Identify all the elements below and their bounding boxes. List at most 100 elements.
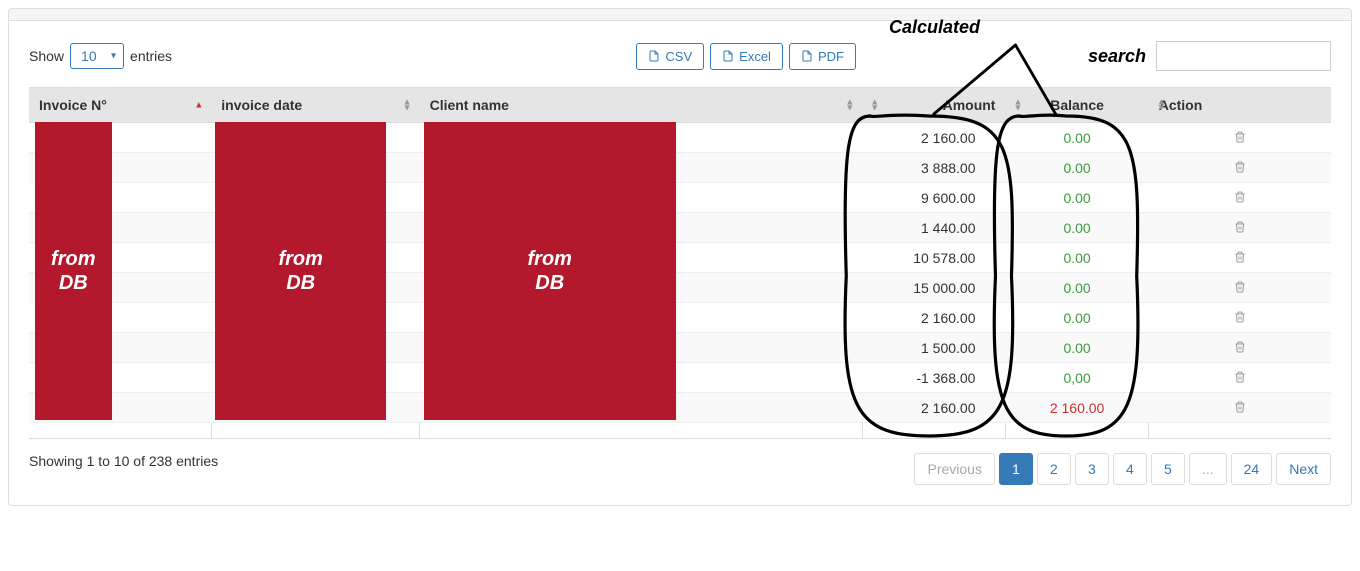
controls-row: Show 10 entries CSV Excel xyxy=(29,41,1331,71)
page-previous[interactable]: Previous xyxy=(914,453,994,485)
pagination: Previous12345...24Next xyxy=(914,453,1331,485)
delete-button[interactable] xyxy=(1234,311,1246,323)
cell-balance: 2 160.00 xyxy=(1005,393,1148,423)
entries-label: entries xyxy=(130,48,172,64)
table-row: -1 368.000,00 xyxy=(29,363,1331,393)
page-next[interactable]: Next xyxy=(1276,453,1331,485)
cell-invoice-no xyxy=(29,243,211,273)
cell-amount: 2 160.00 xyxy=(862,393,1005,423)
export-excel-button[interactable]: Excel xyxy=(710,43,783,70)
table-row: 1 440.000.00 xyxy=(29,213,1331,243)
file-icon xyxy=(648,50,660,62)
table-body: 2 160.000.003 888.000.009 600.000.001 44… xyxy=(29,123,1331,423)
search-block: search xyxy=(1088,41,1331,71)
cell-invoice-date xyxy=(211,303,419,333)
cell-invoice-date xyxy=(211,333,419,363)
cell-action xyxy=(1149,153,1331,183)
col-client-name[interactable]: Client name ▲▼ xyxy=(420,88,863,123)
cell-action xyxy=(1149,183,1331,213)
cell-invoice-no xyxy=(29,303,211,333)
cell-action xyxy=(1149,333,1331,363)
page-5[interactable]: 5 xyxy=(1151,453,1185,485)
table-row: 2 160.000.00 xyxy=(29,123,1331,153)
delete-button[interactable] xyxy=(1234,221,1246,233)
delete-button[interactable] xyxy=(1234,161,1246,173)
cell-invoice-date xyxy=(211,153,419,183)
table-row: 9 600.000.00 xyxy=(29,183,1331,213)
search-input[interactable] xyxy=(1156,41,1331,71)
cell-invoice-date xyxy=(211,213,419,243)
cell-amount: 1 500.00 xyxy=(862,333,1005,363)
delete-button[interactable] xyxy=(1234,281,1246,293)
cell-action xyxy=(1149,273,1331,303)
header-row: Invoice N° ▲ invoice date ▲▼ Client name… xyxy=(29,88,1331,123)
cell-amount: 15 000.00 xyxy=(862,273,1005,303)
col-invoice-no[interactable]: Invoice N° ▲ xyxy=(29,88,211,123)
delete-button[interactable] xyxy=(1234,371,1246,383)
cell-balance: 0.00 xyxy=(1005,183,1148,213)
sort-icon: ▲▼ xyxy=(1157,100,1166,111)
sort-icon: ▲▼ xyxy=(870,100,879,111)
col-balance[interactable]: Balance ▲▼ xyxy=(1005,88,1148,123)
cell-amount: 10 578.00 xyxy=(862,243,1005,273)
sort-icon: ▲▼ xyxy=(403,100,412,111)
cell-invoice-no xyxy=(29,153,211,183)
delete-button[interactable] xyxy=(1234,131,1246,143)
cell-balance: 0.00 xyxy=(1005,213,1148,243)
file-icon xyxy=(801,50,813,62)
cell-invoice-no xyxy=(29,183,211,213)
delete-button[interactable] xyxy=(1234,401,1246,413)
show-label: Show xyxy=(29,48,64,64)
delete-button[interactable] xyxy=(1234,191,1246,203)
cell-client-name xyxy=(420,153,863,183)
cell-action xyxy=(1149,123,1331,153)
table-wrap: Invoice N° ▲ invoice date ▲▼ Client name… xyxy=(29,87,1331,439)
cell-invoice-no xyxy=(29,363,211,393)
panel-top-strip xyxy=(9,9,1351,21)
cell-client-name xyxy=(420,183,863,213)
delete-button[interactable] xyxy=(1234,341,1246,353)
cell-action xyxy=(1149,213,1331,243)
cell-invoice-no xyxy=(29,123,211,153)
page-ellipsis: ... xyxy=(1189,453,1227,485)
length-select[interactable]: 10 xyxy=(70,43,124,69)
page-4[interactable]: 4 xyxy=(1113,453,1147,485)
cell-amount: 2 160.00 xyxy=(862,123,1005,153)
export-pdf-button[interactable]: PDF xyxy=(789,43,856,70)
cell-balance: 0,00 xyxy=(1005,363,1148,393)
table-row: 15 000.000.00 xyxy=(29,273,1331,303)
page-24[interactable]: 24 xyxy=(1231,453,1273,485)
page-2[interactable]: 2 xyxy=(1037,453,1071,485)
cell-amount: 2 160.00 xyxy=(862,303,1005,333)
page-1[interactable]: 1 xyxy=(999,453,1033,485)
cell-invoice-date xyxy=(211,273,419,303)
col-amount[interactable]: Amount ▲▼ xyxy=(862,88,1005,123)
cell-invoice-no xyxy=(29,333,211,363)
length-select-wrap: 10 xyxy=(70,43,124,69)
cell-action xyxy=(1149,393,1331,423)
sort-icon: ▲▼ xyxy=(845,100,854,111)
panel: Calculated Show 10 entries CSV xyxy=(8,8,1352,506)
cell-action xyxy=(1149,303,1331,333)
cell-client-name xyxy=(420,303,863,333)
cell-invoice-no xyxy=(29,393,211,423)
info-row: Showing 1 to 10 of 238 entries Previous1… xyxy=(29,453,1331,485)
cell-balance: 0.00 xyxy=(1005,273,1148,303)
cell-invoice-date xyxy=(211,243,419,273)
footer-row xyxy=(29,423,1331,439)
cell-amount: -1 368.00 xyxy=(862,363,1005,393)
info-text: Showing 1 to 10 of 238 entries xyxy=(29,453,218,469)
annotation-calculated-label: Calculated xyxy=(889,17,980,38)
col-invoice-date[interactable]: invoice date ▲▼ xyxy=(211,88,419,123)
cell-balance: 0.00 xyxy=(1005,333,1148,363)
delete-button[interactable] xyxy=(1234,251,1246,263)
cell-balance: 0.00 xyxy=(1005,123,1148,153)
cell-amount: 3 888.00 xyxy=(862,153,1005,183)
length-control: Show 10 entries xyxy=(29,43,172,69)
cell-amount: 9 600.00 xyxy=(862,183,1005,213)
sort-icon: ▲ xyxy=(194,103,203,108)
export-buttons: CSV Excel PDF xyxy=(636,43,856,70)
table-row: 1 500.000.00 xyxy=(29,333,1331,363)
export-csv-button[interactable]: CSV xyxy=(636,43,704,70)
page-3[interactable]: 3 xyxy=(1075,453,1109,485)
